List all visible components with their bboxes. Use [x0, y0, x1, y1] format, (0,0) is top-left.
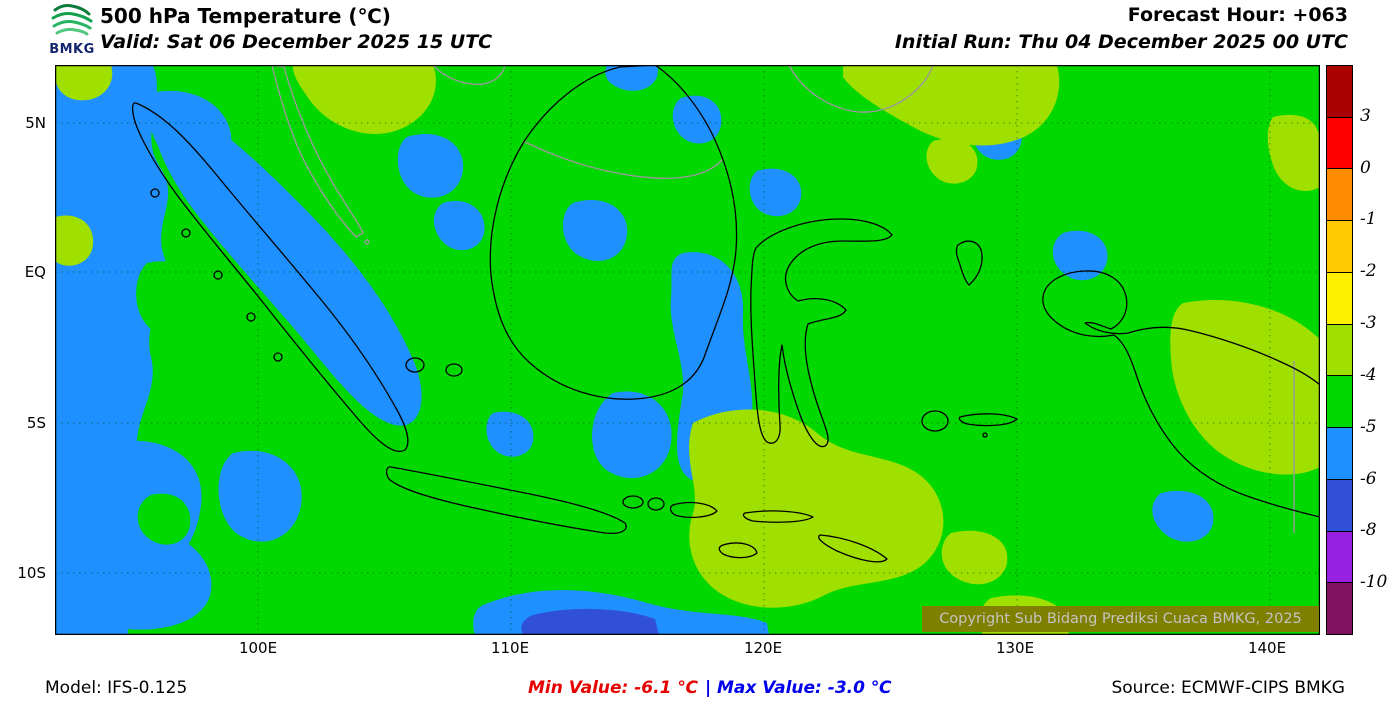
colorbar-label: -4	[1360, 364, 1377, 385]
colorbar-segment	[1327, 530, 1352, 583]
lat-label-10s: 10S	[17, 564, 46, 582]
colorbar-label: -10	[1360, 572, 1388, 593]
forecast-hour-label: Forecast Hour: +063	[1127, 4, 1348, 26]
colorbar-labels: 3 0 -1 -2 -3 -4 -5 -6 -8 -10	[1360, 0, 1400, 709]
lon-label-130e: 130E	[995, 639, 1035, 657]
colorbar-segment	[1327, 375, 1352, 428]
colorbar-segment	[1327, 66, 1352, 117]
colorbar-segment	[1327, 323, 1352, 376]
lon-label-140e: 140E	[1247, 639, 1287, 657]
coastline-layer	[131, 65, 1320, 563]
colorbar-segment	[1327, 271, 1352, 324]
colorbar-segments	[1326, 65, 1353, 635]
bmkg-logo-label: BMKG	[49, 42, 95, 57]
lon-label-120e: 120E	[743, 639, 783, 657]
colorbar-label: 3	[1360, 105, 1371, 126]
colorbar-segment	[1327, 582, 1352, 635]
max-value-label: Max Value: -3.0 ℃	[717, 678, 892, 698]
bmkg-logo-icon	[51, 4, 93, 36]
source-label: Source: ECMWF-CIPS BMKG	[1111, 678, 1345, 698]
colorbar-label: -6	[1360, 468, 1377, 489]
colorbar-segment	[1327, 116, 1352, 169]
lat-label-5n: 5N	[25, 114, 46, 132]
colorbar-label: -2	[1360, 261, 1377, 282]
colorbar-label: -8	[1360, 520, 1377, 541]
colorbar-segment	[1327, 478, 1352, 531]
lat-label-eq: EQ	[24, 263, 46, 281]
lat-label-5s: 5S	[26, 414, 46, 432]
lon-label-100e: 100E	[238, 639, 278, 657]
yellow-green-fill-layer	[55, 65, 1320, 635]
foreign-coastline-layer	[271, 65, 1295, 533]
map-area: Copyright Sub Bidang Prediksi Cuaca BMKG…	[55, 65, 1320, 635]
bmkg-logo: BMKG	[44, 2, 100, 62]
lon-label-110e: 110E	[490, 639, 530, 657]
colorbar-segment	[1327, 220, 1352, 272]
gridline-layer	[55, 65, 1320, 635]
colorbar-label: -1	[1360, 209, 1377, 230]
colorbar-label: -3	[1360, 313, 1377, 334]
initial-run-label: Initial Run: Thu 04 December 2025 00 UTC	[894, 31, 1348, 53]
min-value-label: Min Value: -6.1 ℃	[528, 678, 698, 698]
green-hole-layer	[136, 261, 210, 545]
map-border	[55, 65, 1320, 635]
copyright-overlay: Copyright Sub Bidang Prediksi Cuaca BMKG…	[922, 606, 1319, 632]
min-max-separator: |	[705, 678, 712, 698]
colorbar-segment	[1327, 168, 1352, 221]
deep-blue-fill-layer	[521, 608, 659, 635]
blue-fill-layer	[55, 65, 1214, 635]
model-label: Model: IFS-0.125	[45, 678, 188, 698]
colorbar-label: 0	[1360, 157, 1371, 178]
colorbar-label: -5	[1360, 416, 1377, 437]
valid-time-label: Valid: Sat 06 December 2025 15 UTC	[100, 31, 493, 53]
temperature-map	[55, 65, 1320, 635]
page-title: 500 hPa Temperature (℃)	[100, 4, 391, 28]
colorbar-segment	[1327, 427, 1352, 479]
